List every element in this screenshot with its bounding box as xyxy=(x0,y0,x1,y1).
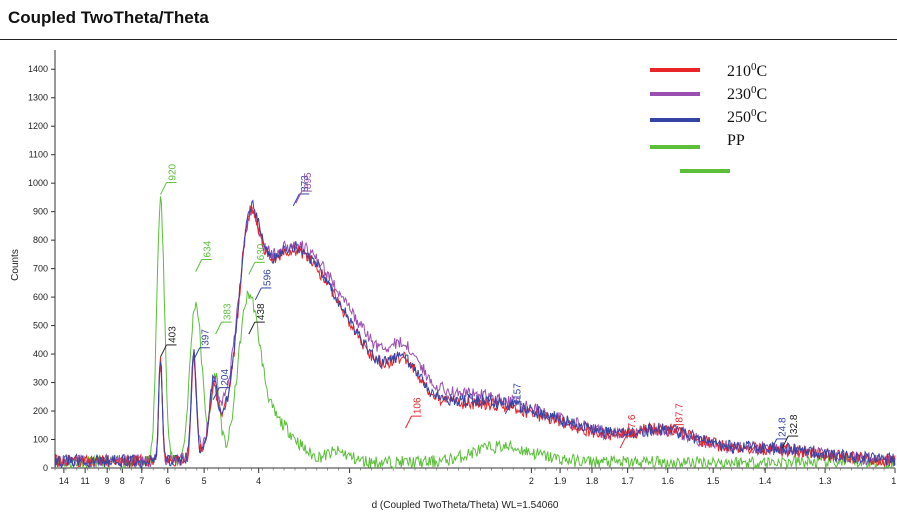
peak-label-leader xyxy=(248,262,256,275)
peak-label: 634 xyxy=(203,240,214,257)
series-group xyxy=(54,196,896,470)
x-tick-label: 5 xyxy=(202,476,207,486)
x-tick-label: 2 xyxy=(529,476,534,486)
peak-label-leader xyxy=(405,415,412,429)
legend-label: 2500C xyxy=(727,107,767,126)
peak-label-leader xyxy=(504,401,512,415)
y-tick-label: 0 xyxy=(43,463,48,473)
axes-group: 0 100 200 300 400 500 600 700 800 900 1000 1100 1200… xyxy=(28,50,897,486)
peak-label: 37.6 xyxy=(627,414,638,434)
peak-label: 873 xyxy=(300,175,311,192)
peak-label: 596 xyxy=(262,269,273,286)
peak-label-leader xyxy=(619,435,627,449)
peak-label: 383 xyxy=(223,303,234,320)
y-tick-label: 400 xyxy=(33,349,48,359)
peak-label-leader xyxy=(248,321,256,335)
x-tick-label: 6 xyxy=(165,476,170,486)
peak-label: 204 xyxy=(220,369,231,386)
x-tick-label: 1.8 xyxy=(586,476,599,486)
y-tick-label: 900 xyxy=(33,207,48,217)
x-tick-label: 1.6 xyxy=(661,476,674,486)
x-tick-label: 4 xyxy=(256,476,261,486)
x-tick-label: 8 xyxy=(120,476,125,486)
series-line xyxy=(54,196,896,470)
series-line xyxy=(54,199,896,469)
peak-label: 920 xyxy=(167,163,178,180)
x-tick-label: 1.4 xyxy=(759,476,772,486)
peak-label: 630 xyxy=(256,243,267,260)
y-tick-label: 300 xyxy=(33,378,48,388)
legend-label: 2300C xyxy=(727,84,767,103)
peak-label-leader xyxy=(160,344,167,358)
peak-label-leader xyxy=(254,287,262,301)
series-line xyxy=(54,205,896,468)
y-tick-label: 700 xyxy=(33,264,48,274)
legend-label: 2100C xyxy=(727,61,767,80)
peak-label-leader xyxy=(160,182,167,195)
y-tick-label: 100 xyxy=(33,435,48,445)
peak-label: 106 xyxy=(413,397,424,414)
peak-label-leader xyxy=(292,193,300,207)
peak-label-leader xyxy=(667,424,675,437)
y-axis-title: Counts xyxy=(10,249,21,281)
peak-label-leader xyxy=(295,190,303,204)
y-tick-label: 500 xyxy=(33,321,48,331)
peak-label: 397 xyxy=(201,329,212,346)
peak-label-leader xyxy=(193,347,201,360)
x-tick-label: 3 xyxy=(347,476,352,486)
x-tick-label: 1.5 xyxy=(707,476,720,486)
peak-label-leader xyxy=(770,438,778,452)
peak-label: 403 xyxy=(167,326,178,343)
x-tick-label: 1. xyxy=(891,476,897,486)
y-tick-label: 1300 xyxy=(28,93,48,103)
y-tick-label: 1100 xyxy=(29,150,48,160)
peak-label-leader xyxy=(212,387,220,400)
peak-label: 895 xyxy=(303,172,314,189)
peak-label: 438 xyxy=(256,303,267,320)
peak-label: 32.8 xyxy=(789,414,800,434)
x-tick-label: 1.3 xyxy=(819,476,832,486)
chart-title: Coupled TwoTheta/Theta xyxy=(8,8,209,27)
y-tick-label: 600 xyxy=(33,292,48,302)
x-tick-label: 7 xyxy=(139,476,144,486)
peak-label-leader xyxy=(215,321,223,335)
peak-label-leader xyxy=(195,259,203,272)
y-tick-label: 200 xyxy=(33,406,48,416)
peak-label: 87.7 xyxy=(675,403,686,423)
y-tick-label: 1000 xyxy=(28,178,48,188)
x-tick-label: 11 xyxy=(80,476,89,486)
x-tick-label: 1.7 xyxy=(621,476,634,486)
x-axis-title: d (Coupled TwoTheta/Theta) WL=1.54060 xyxy=(372,500,559,511)
y-tick-label: 1400 xyxy=(28,64,48,74)
x-tick-label: 14 xyxy=(59,476,69,486)
x-tick-label: 9 xyxy=(105,476,110,486)
legend: 2100C 2300C 2500C PP xyxy=(650,61,767,173)
x-tick-label: 1.9 xyxy=(554,476,567,486)
legend-label: PP xyxy=(727,132,745,149)
peak-label-leader xyxy=(781,435,789,449)
title-divider xyxy=(0,39,897,40)
y-tick-label: 1200 xyxy=(28,121,48,131)
series-line xyxy=(54,208,896,468)
y-tick-label: 800 xyxy=(33,235,48,245)
peak-label: 24.8 xyxy=(778,417,789,437)
peak-label: 157 xyxy=(512,383,523,400)
